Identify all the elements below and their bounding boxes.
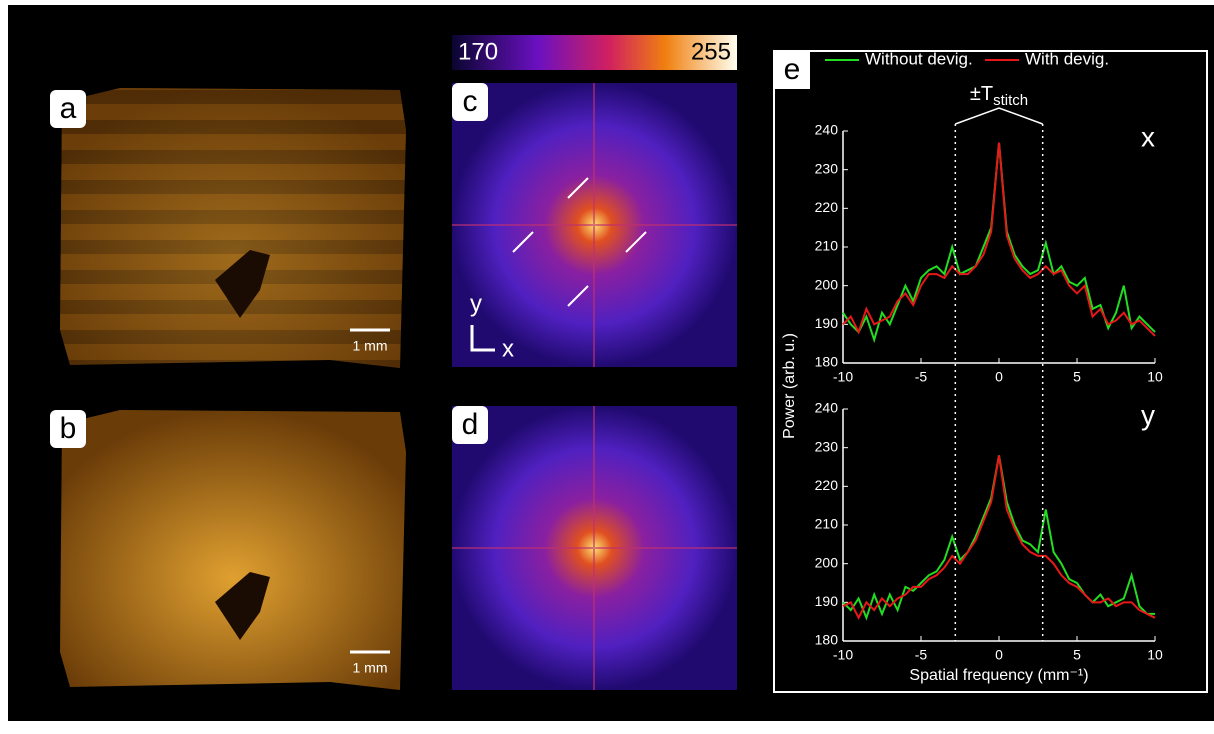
panel-label: d: [462, 408, 479, 441]
colorbar-min: 170: [458, 38, 498, 65]
x-tick-label: 10: [1147, 369, 1163, 385]
colorbar-max: 255: [691, 38, 731, 65]
y-tick-label: 240: [815, 122, 839, 138]
y-tick-label: 210: [815, 238, 839, 254]
chart-title: x: [1141, 121, 1155, 152]
y-tick-label: 200: [815, 554, 839, 570]
micrograph-overlay: [60, 88, 406, 368]
page: y x 170 255 1 mm 1 mm a b c d e Power (arb. u…: [0, 0, 1214, 729]
x-tick-label: 0: [995, 647, 1003, 663]
panel-label: e: [784, 53, 801, 86]
x-tick-label: 5: [1073, 647, 1081, 663]
scale-bar-label: 1 mm: [353, 338, 388, 354]
stitch-symbol: ±T: [970, 83, 993, 105]
x-axis-label: Spatial frequency (mm⁻¹): [909, 667, 1088, 684]
x-tick-label: -10: [833, 647, 853, 663]
scale-bar-label: 1 mm: [353, 660, 388, 676]
x-tick-label: -10: [833, 369, 853, 385]
y-tick-label: 180: [815, 632, 839, 648]
axis-x-indicator: x: [502, 335, 514, 362]
y-tick-label: 190: [815, 593, 839, 609]
y-tick-label: 180: [815, 354, 839, 370]
x-tick-label: -5: [915, 369, 928, 385]
y-axis-label: Power (arb. u.): [781, 333, 798, 439]
stitch-subscript: stitch: [993, 92, 1028, 109]
figure: y x 170 255 1 mm 1 mm a b c d e Power (arb. u…: [0, 0, 1214, 729]
y-tick-label: 240: [815, 400, 839, 416]
panel-label: a: [60, 92, 77, 125]
x-tick-label: 0: [995, 369, 1003, 385]
y-tick-label: 230: [815, 438, 839, 454]
panel-label: c: [463, 85, 478, 118]
x-tick-label: -5: [915, 647, 928, 663]
y-tick-label: 190: [815, 315, 839, 331]
y-tick-label: 220: [815, 199, 839, 215]
y-tick-label: 220: [815, 477, 839, 493]
legend-label: Without devig.: [865, 49, 973, 68]
x-tick-label: 5: [1073, 369, 1081, 385]
panel-label: b: [60, 412, 77, 445]
legend-label: With devig.: [1025, 49, 1109, 68]
y-tick-label: 200: [815, 276, 839, 292]
micrograph: [60, 410, 406, 690]
y-tick-label: 230: [815, 160, 839, 176]
x-tick-label: 10: [1147, 647, 1163, 663]
chart-title: y: [1141, 399, 1155, 430]
y-tick-label: 210: [815, 516, 839, 532]
axis-y-indicator: y: [470, 290, 482, 317]
